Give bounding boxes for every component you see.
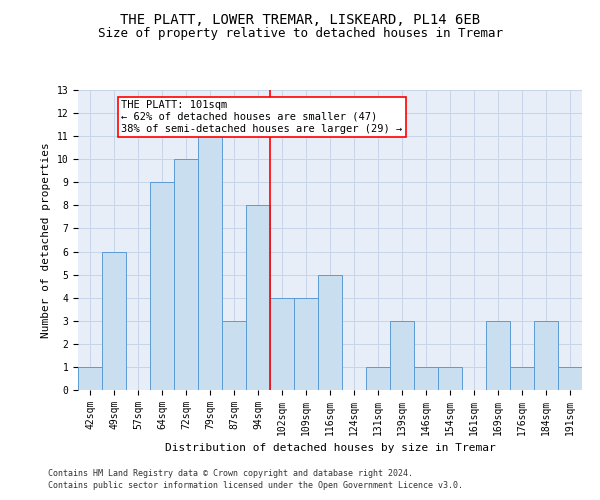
Y-axis label: Number of detached properties: Number of detached properties xyxy=(41,142,51,338)
Bar xyxy=(222,321,246,390)
Bar xyxy=(486,321,510,390)
Bar xyxy=(438,367,462,390)
Bar xyxy=(366,367,390,390)
Bar xyxy=(414,367,438,390)
Bar xyxy=(534,321,558,390)
Text: THE PLATT: 101sqm
← 62% of detached houses are smaller (47)
38% of semi-detached: THE PLATT: 101sqm ← 62% of detached hous… xyxy=(121,100,403,134)
Bar xyxy=(294,298,318,390)
Text: Size of property relative to detached houses in Tremar: Size of property relative to detached ho… xyxy=(97,28,503,40)
Text: Contains public sector information licensed under the Open Government Licence v3: Contains public sector information licen… xyxy=(48,481,463,490)
Bar xyxy=(270,298,294,390)
Bar xyxy=(78,367,102,390)
Bar xyxy=(150,182,174,390)
Bar xyxy=(318,274,342,390)
X-axis label: Distribution of detached houses by size in Tremar: Distribution of detached houses by size … xyxy=(164,444,496,454)
Bar xyxy=(510,367,534,390)
Text: Contains HM Land Registry data © Crown copyright and database right 2024.: Contains HM Land Registry data © Crown c… xyxy=(48,468,413,477)
Bar xyxy=(558,367,582,390)
Text: THE PLATT, LOWER TREMAR, LISKEARD, PL14 6EB: THE PLATT, LOWER TREMAR, LISKEARD, PL14 … xyxy=(120,12,480,26)
Bar xyxy=(246,206,270,390)
Bar xyxy=(174,159,198,390)
Bar xyxy=(390,321,414,390)
Bar xyxy=(198,136,222,390)
Bar xyxy=(102,252,126,390)
